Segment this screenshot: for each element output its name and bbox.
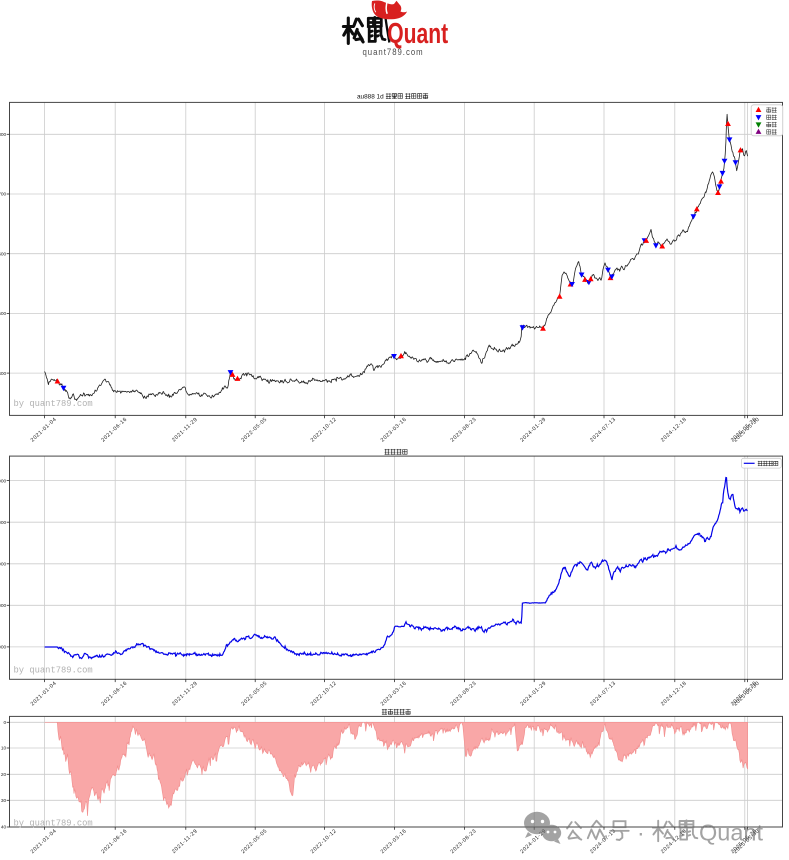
svg-text:1800000: 1800000 [0, 478, 7, 484]
svg-text:800: 800 [0, 132, 7, 138]
svg-text:1000000: 1000000 [0, 645, 7, 651]
svg-text:au888 1d: au888 1d [357, 93, 384, 100]
svg-text:by quant789.com: by quant789.com [14, 819, 93, 829]
svg-text:Quant: Quant [387, 18, 448, 50]
svg-text:by quant789.com: by quant789.com [14, 666, 93, 676]
svg-text:·: · [637, 820, 645, 846]
svg-text:10: 10 [1, 746, 7, 752]
svg-text:1200000: 1200000 [0, 603, 7, 609]
svg-text:1600000: 1600000 [0, 520, 7, 526]
svg-text:by quant789.com: by quant789.com [14, 399, 93, 409]
svg-text:40: 40 [1, 825, 7, 831]
svg-text:30: 30 [1, 798, 7, 804]
svg-text:400: 400 [0, 371, 7, 377]
svg-text:0: 0 [4, 720, 7, 726]
svg-text:Quant: Quant [699, 820, 763, 846]
svg-text:quant789.com: quant789.com [363, 46, 424, 57]
svg-text:600: 600 [0, 251, 7, 257]
svg-text:700: 700 [0, 192, 7, 198]
svg-text:500: 500 [0, 311, 7, 317]
svg-text:20: 20 [1, 772, 7, 778]
svg-text:1400000: 1400000 [0, 562, 7, 568]
